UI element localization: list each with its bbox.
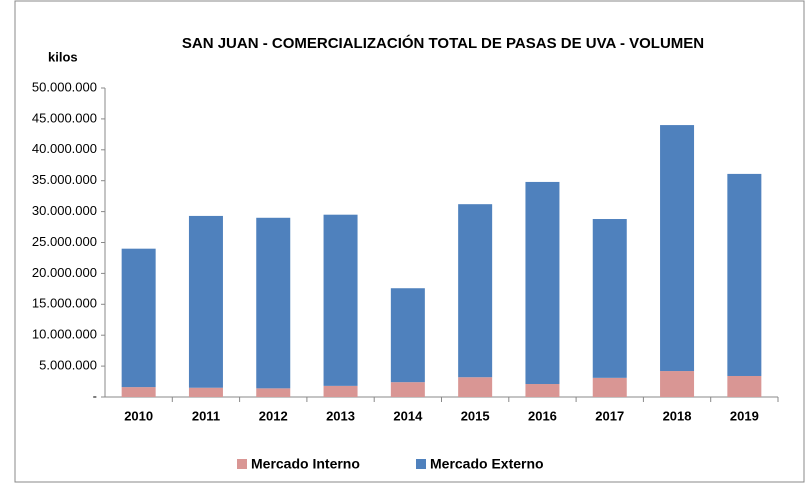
chart-title: SAN JUAN - COMERCIALIZACIÓN TOTAL DE PAS… bbox=[182, 34, 704, 52]
y-tick-label: 10.000.000 bbox=[32, 327, 97, 342]
x-tick-label: 2012 bbox=[259, 408, 288, 423]
x-tick-label: 2018 bbox=[663, 408, 692, 423]
bar-segment bbox=[727, 173, 762, 376]
bar-segment bbox=[525, 181, 560, 385]
bar-segment bbox=[458, 377, 493, 397]
bar-segment bbox=[660, 125, 695, 372]
x-tick-label: 2019 bbox=[730, 408, 759, 423]
y-tick-label: 40.000.000 bbox=[32, 141, 97, 156]
legend-swatch bbox=[237, 459, 247, 469]
bar-segment bbox=[660, 371, 695, 397]
x-tick-label: 2017 bbox=[595, 408, 624, 423]
bar-segment bbox=[592, 219, 627, 378]
bar-segment bbox=[121, 248, 156, 388]
y-tick-label: 50.000.000 bbox=[32, 79, 97, 94]
y-tick-label: 15.000.000 bbox=[32, 296, 97, 311]
bar-segment bbox=[121, 387, 156, 397]
bar-segment bbox=[188, 387, 223, 397]
y-tick-label: - bbox=[93, 388, 97, 403]
bar-segment bbox=[188, 215, 223, 388]
bar-segment bbox=[323, 385, 358, 397]
legend-swatch bbox=[416, 459, 426, 469]
y-tick-label: 45.000.000 bbox=[32, 110, 97, 125]
bar-segment bbox=[323, 214, 358, 386]
bar-segment bbox=[458, 204, 493, 378]
legend-label: Mercado Interno bbox=[251, 456, 360, 472]
legend-label: Mercado Externo bbox=[430, 456, 544, 472]
bar-segment bbox=[390, 382, 425, 397]
x-tick-label: 2011 bbox=[192, 408, 220, 423]
y-tick-label: 30.000.000 bbox=[32, 203, 97, 218]
y-axis-label: kilos bbox=[48, 49, 78, 64]
bar-segment bbox=[525, 384, 560, 397]
x-tick-label: 2013 bbox=[326, 408, 355, 423]
bar-segment bbox=[390, 288, 425, 383]
x-tick-label: 2010 bbox=[124, 408, 153, 423]
bar-segment bbox=[256, 217, 291, 389]
y-tick-label: 35.000.000 bbox=[32, 172, 97, 187]
bar-segment bbox=[727, 375, 762, 397]
x-tick-label: 2015 bbox=[461, 408, 490, 423]
x-tick-label: 2016 bbox=[528, 408, 557, 423]
y-tick-label: 25.000.000 bbox=[32, 234, 97, 249]
bar-segment bbox=[592, 377, 627, 397]
y-tick-label: 20.000.000 bbox=[32, 265, 97, 280]
bar-segment bbox=[256, 388, 291, 397]
x-tick-label: 2014 bbox=[393, 408, 423, 423]
y-tick-label: 5.000.000 bbox=[39, 358, 97, 373]
